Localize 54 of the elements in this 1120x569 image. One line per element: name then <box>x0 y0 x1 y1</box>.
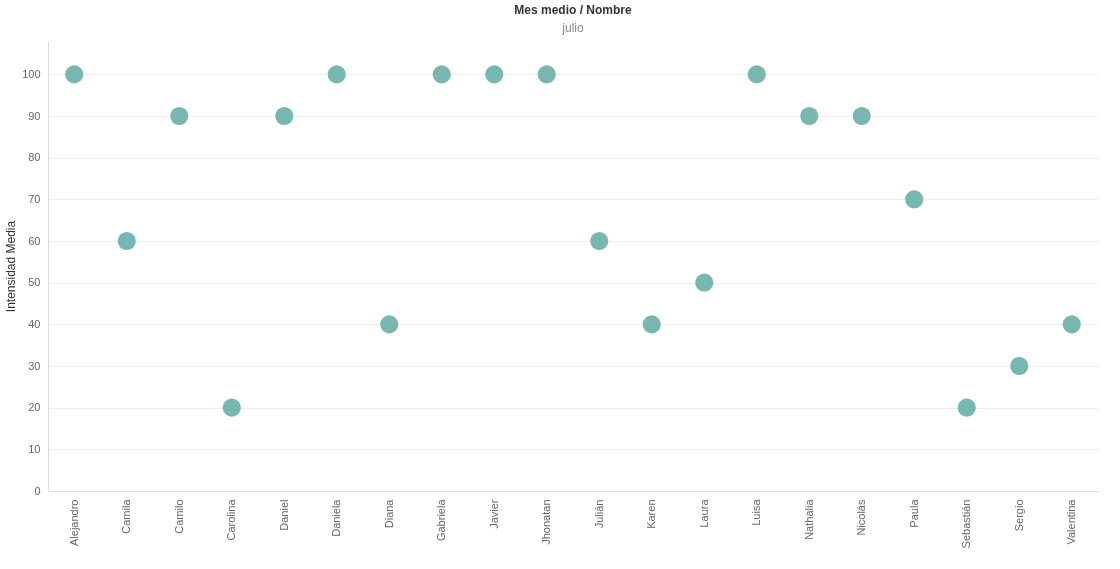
point <box>590 231 609 251</box>
x-tick-label: Camila <box>120 498 133 534</box>
point <box>957 398 976 417</box>
x-tick-label: Javier <box>487 499 500 529</box>
y-tick-label: 40 <box>28 317 41 330</box>
y-tick-label: 30 <box>28 359 41 372</box>
x-tick-label: Laura <box>697 498 710 528</box>
point <box>222 398 241 417</box>
x-tick-label: Carolina <box>225 498 238 541</box>
point <box>485 65 504 84</box>
point <box>905 190 924 209</box>
point <box>170 106 189 126</box>
point <box>800 106 819 126</box>
y-tick-label: 20 <box>28 401 41 414</box>
y-tick-label: 60 <box>28 234 41 247</box>
y-tick-label: 50 <box>28 276 41 289</box>
x-tick-label: Sergio <box>1012 499 1025 532</box>
x-tick-label: Gabriela <box>435 498 448 542</box>
x-tick-label: Sebastián <box>960 499 973 549</box>
x-tick-label: Julián <box>592 499 605 529</box>
x-tick-label: Nicolás <box>855 499 868 536</box>
point <box>65 65 84 84</box>
point <box>1062 315 1081 334</box>
x-tick-label: Karen <box>645 499 658 529</box>
chart-subtitle: julio <box>561 21 584 35</box>
point <box>537 65 556 84</box>
x-tick-label: Alejandro <box>67 499 80 546</box>
point <box>642 315 661 334</box>
x-tick-label: Luisa <box>750 498 763 526</box>
y-tick-label: 90 <box>28 109 41 122</box>
y-tick-label: 100 <box>22 67 41 80</box>
point <box>1010 356 1029 376</box>
point <box>275 106 294 126</box>
y-tick-label: 70 <box>28 192 41 205</box>
point <box>852 106 871 126</box>
y-tick-label: 80 <box>28 151 41 164</box>
point <box>117 231 136 251</box>
x-tick-label: Daniel <box>277 499 290 531</box>
y-axis-title: Intensidad Media <box>4 220 19 313</box>
x-tick-label: Nathalia <box>802 498 815 540</box>
y-tick-label: 10 <box>28 442 41 455</box>
x-tick-label: Daniela <box>330 498 343 537</box>
point <box>327 65 346 84</box>
point <box>380 315 399 334</box>
point <box>747 65 766 84</box>
chart-title: Mes medio / Nombre <box>514 3 632 17</box>
x-tick-label: Diana <box>382 498 395 529</box>
x-tick-label: Valentina <box>1065 498 1078 545</box>
y-tick-label: 0 <box>34 484 41 497</box>
point <box>695 273 714 292</box>
x-tick-label: Jhonatan <box>540 499 553 545</box>
point <box>432 65 451 84</box>
x-tick-label: Paula <box>907 498 920 528</box>
x-tick-label: Camilo <box>172 499 185 534</box>
